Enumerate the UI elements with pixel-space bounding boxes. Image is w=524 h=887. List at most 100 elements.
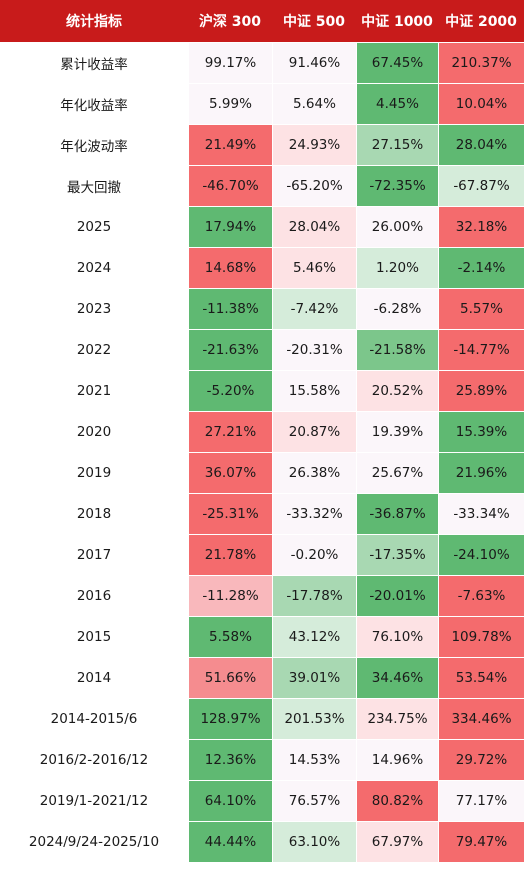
value-cell: 20.87%: [272, 412, 356, 453]
row-label: 2014: [0, 658, 188, 699]
value-cell: -72.35%: [356, 166, 438, 207]
table-row: 2024 14.68% 5.46% 1.20% -2.14%: [0, 248, 524, 289]
value-cell: 91.46%: [272, 43, 356, 84]
table-row: 累计收益率 99.17% 91.46% 67.45% 210.37%: [0, 43, 524, 84]
value-cell: 51.66%: [188, 658, 272, 699]
value-cell: 29.72%: [438, 740, 524, 781]
row-label: 2015: [0, 617, 188, 658]
value-cell: 26.00%: [356, 207, 438, 248]
row-label: 2021: [0, 371, 188, 412]
header-cell-zz500: 中证 500: [272, 0, 356, 43]
value-cell: 21.96%: [438, 453, 524, 494]
value-cell: 26.38%: [272, 453, 356, 494]
value-cell: 5.57%: [438, 289, 524, 330]
value-cell: -0.20%: [272, 535, 356, 576]
value-cell: 10.04%: [438, 84, 524, 125]
value-cell: -21.58%: [356, 330, 438, 371]
value-cell: 1.20%: [356, 248, 438, 289]
row-label: 2024: [0, 248, 188, 289]
value-cell: -2.14%: [438, 248, 524, 289]
row-label: 2020: [0, 412, 188, 453]
value-cell: -20.31%: [272, 330, 356, 371]
value-cell: -11.38%: [188, 289, 272, 330]
row-label: 最大回撤: [0, 166, 188, 207]
value-cell: 44.44%: [188, 822, 272, 863]
value-cell: -20.01%: [356, 576, 438, 617]
value-cell: 53.54%: [438, 658, 524, 699]
table-row: 2020 27.21% 20.87% 19.39% 15.39%: [0, 412, 524, 453]
header-cell-zz2000: 中证 2000: [438, 0, 524, 43]
value-cell: 4.45%: [356, 84, 438, 125]
table-row: 2017 21.78% -0.20% -17.35% -24.10%: [0, 535, 524, 576]
table-row: 2021 -5.20% 15.58% 20.52% 25.89%: [0, 371, 524, 412]
value-cell: 25.67%: [356, 453, 438, 494]
value-cell: 32.18%: [438, 207, 524, 248]
row-label: 累计收益率: [0, 43, 188, 84]
value-cell: -5.20%: [188, 371, 272, 412]
value-cell: -36.87%: [356, 494, 438, 535]
value-cell: 67.97%: [356, 822, 438, 863]
table-row: 2024/9/24-2025/10 44.44% 63.10% 67.97% 79.47…: [0, 822, 524, 863]
value-cell: -7.63%: [438, 576, 524, 617]
value-cell: -21.63%: [188, 330, 272, 371]
value-cell: 5.64%: [272, 84, 356, 125]
value-cell: -7.42%: [272, 289, 356, 330]
value-cell: 27.15%: [356, 125, 438, 166]
row-label: 2022: [0, 330, 188, 371]
value-cell: 5.58%: [188, 617, 272, 658]
value-cell: 67.45%: [356, 43, 438, 84]
value-cell: -33.32%: [272, 494, 356, 535]
row-label: 年化波动率: [0, 125, 188, 166]
value-cell: 24.93%: [272, 125, 356, 166]
table-row: 2018 -25.31% -33.32% -36.87% -33.34%: [0, 494, 524, 535]
value-cell: -17.78%: [272, 576, 356, 617]
value-cell: 36.07%: [188, 453, 272, 494]
value-cell: 28.04%: [438, 125, 524, 166]
value-cell: 63.10%: [272, 822, 356, 863]
table-row: 2025 17.94% 28.04% 26.00% 32.18%: [0, 207, 524, 248]
value-cell: 210.37%: [438, 43, 524, 84]
table-body: 累计收益率 99.17% 91.46% 67.45% 210.37% 年化收益率 5.99%…: [0, 43, 524, 863]
value-cell: 28.04%: [272, 207, 356, 248]
table-row: 2016 -11.28% -17.78% -20.01% -7.63%: [0, 576, 524, 617]
table-row: 2016/2-2016/12 12.36% 14.53% 14.96% 29.72%: [0, 740, 524, 781]
value-cell: 77.17%: [438, 781, 524, 822]
table-row: 2015 5.58% 43.12% 76.10% 109.78%: [0, 617, 524, 658]
statistics-table: 统计指标 沪深 300 中证 500 中证 1000 中证 2000 累计收益率…: [0, 0, 524, 863]
value-cell: 25.89%: [438, 371, 524, 412]
row-label: 2025: [0, 207, 188, 248]
header-cell-zz1000: 中证 1000: [356, 0, 438, 43]
value-cell: 34.46%: [356, 658, 438, 699]
value-cell: 14.96%: [356, 740, 438, 781]
table-row: 2022 -21.63% -20.31% -21.58% -14.77%: [0, 330, 524, 371]
value-cell: 21.78%: [188, 535, 272, 576]
value-cell: 14.68%: [188, 248, 272, 289]
row-label: 2019/1-2021/12: [0, 781, 188, 822]
value-cell: 5.46%: [272, 248, 356, 289]
table-row: 年化波动率 21.49% 24.93% 27.15% 28.04%: [0, 125, 524, 166]
value-cell: -33.34%: [438, 494, 524, 535]
value-cell: 15.39%: [438, 412, 524, 453]
value-cell: -11.28%: [188, 576, 272, 617]
row-label: 2023: [0, 289, 188, 330]
row-label: 2017: [0, 535, 188, 576]
value-cell: 17.94%: [188, 207, 272, 248]
row-label: 2016/2-2016/12: [0, 740, 188, 781]
value-cell: 99.17%: [188, 43, 272, 84]
header-row: 统计指标 沪深 300 中证 500 中证 1000 中证 2000: [0, 0, 524, 43]
value-cell: 21.49%: [188, 125, 272, 166]
value-cell: 39.01%: [272, 658, 356, 699]
value-cell: 109.78%: [438, 617, 524, 658]
value-cell: 334.46%: [438, 699, 524, 740]
value-cell: -46.70%: [188, 166, 272, 207]
value-cell: 20.52%: [356, 371, 438, 412]
row-label: 2024/9/24-2025/10: [0, 822, 188, 863]
value-cell: 234.75%: [356, 699, 438, 740]
value-cell: -17.35%: [356, 535, 438, 576]
value-cell: 128.97%: [188, 699, 272, 740]
table-row: 2014 51.66% 39.01% 34.46% 53.54%: [0, 658, 524, 699]
value-cell: -65.20%: [272, 166, 356, 207]
value-cell: -6.28%: [356, 289, 438, 330]
value-cell: 76.10%: [356, 617, 438, 658]
value-cell: 27.21%: [188, 412, 272, 453]
